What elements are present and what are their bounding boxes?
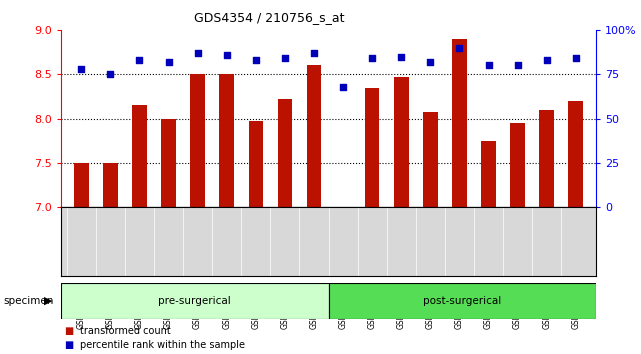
Point bbox=[309, 50, 319, 56]
Point bbox=[222, 52, 232, 58]
Point bbox=[192, 50, 203, 56]
Point bbox=[367, 56, 378, 61]
Bar bbox=[540, 110, 554, 207]
Point bbox=[570, 56, 581, 61]
Text: ■: ■ bbox=[64, 326, 73, 336]
Text: pre-surgerical: pre-surgerical bbox=[158, 296, 231, 306]
Text: percentile rank within the sample: percentile rank within the sample bbox=[80, 340, 245, 350]
Point bbox=[542, 57, 552, 63]
Bar bbox=[481, 141, 495, 207]
Text: specimen: specimen bbox=[3, 296, 54, 306]
Bar bbox=[278, 99, 292, 207]
Bar bbox=[423, 113, 438, 207]
Bar bbox=[219, 74, 234, 207]
Point bbox=[512, 63, 522, 68]
Text: ■: ■ bbox=[64, 340, 73, 350]
Text: GDS4354 / 210756_s_at: GDS4354 / 210756_s_at bbox=[194, 11, 344, 24]
Bar bbox=[328, 283, 596, 319]
Text: post-surgerical: post-surgerical bbox=[423, 296, 501, 306]
Bar bbox=[510, 123, 525, 207]
Bar bbox=[162, 119, 176, 207]
Bar bbox=[452, 39, 467, 207]
Point bbox=[454, 45, 465, 51]
Bar bbox=[394, 77, 408, 207]
Point bbox=[105, 72, 115, 77]
Bar bbox=[249, 121, 263, 207]
Point bbox=[163, 59, 174, 65]
Text: transformed count: transformed count bbox=[80, 326, 171, 336]
Point bbox=[396, 54, 406, 59]
Bar bbox=[569, 101, 583, 207]
Bar bbox=[190, 74, 205, 207]
Point bbox=[135, 57, 145, 63]
Bar bbox=[306, 65, 321, 207]
Bar bbox=[61, 283, 328, 319]
Bar bbox=[74, 163, 88, 207]
Point bbox=[251, 57, 261, 63]
Point bbox=[76, 66, 87, 72]
Point bbox=[279, 56, 290, 61]
Point bbox=[483, 63, 494, 68]
Bar bbox=[365, 88, 379, 207]
Point bbox=[425, 59, 435, 65]
Point bbox=[338, 84, 348, 90]
Text: ▶: ▶ bbox=[44, 296, 53, 306]
Bar bbox=[132, 105, 147, 207]
Bar bbox=[103, 163, 117, 207]
